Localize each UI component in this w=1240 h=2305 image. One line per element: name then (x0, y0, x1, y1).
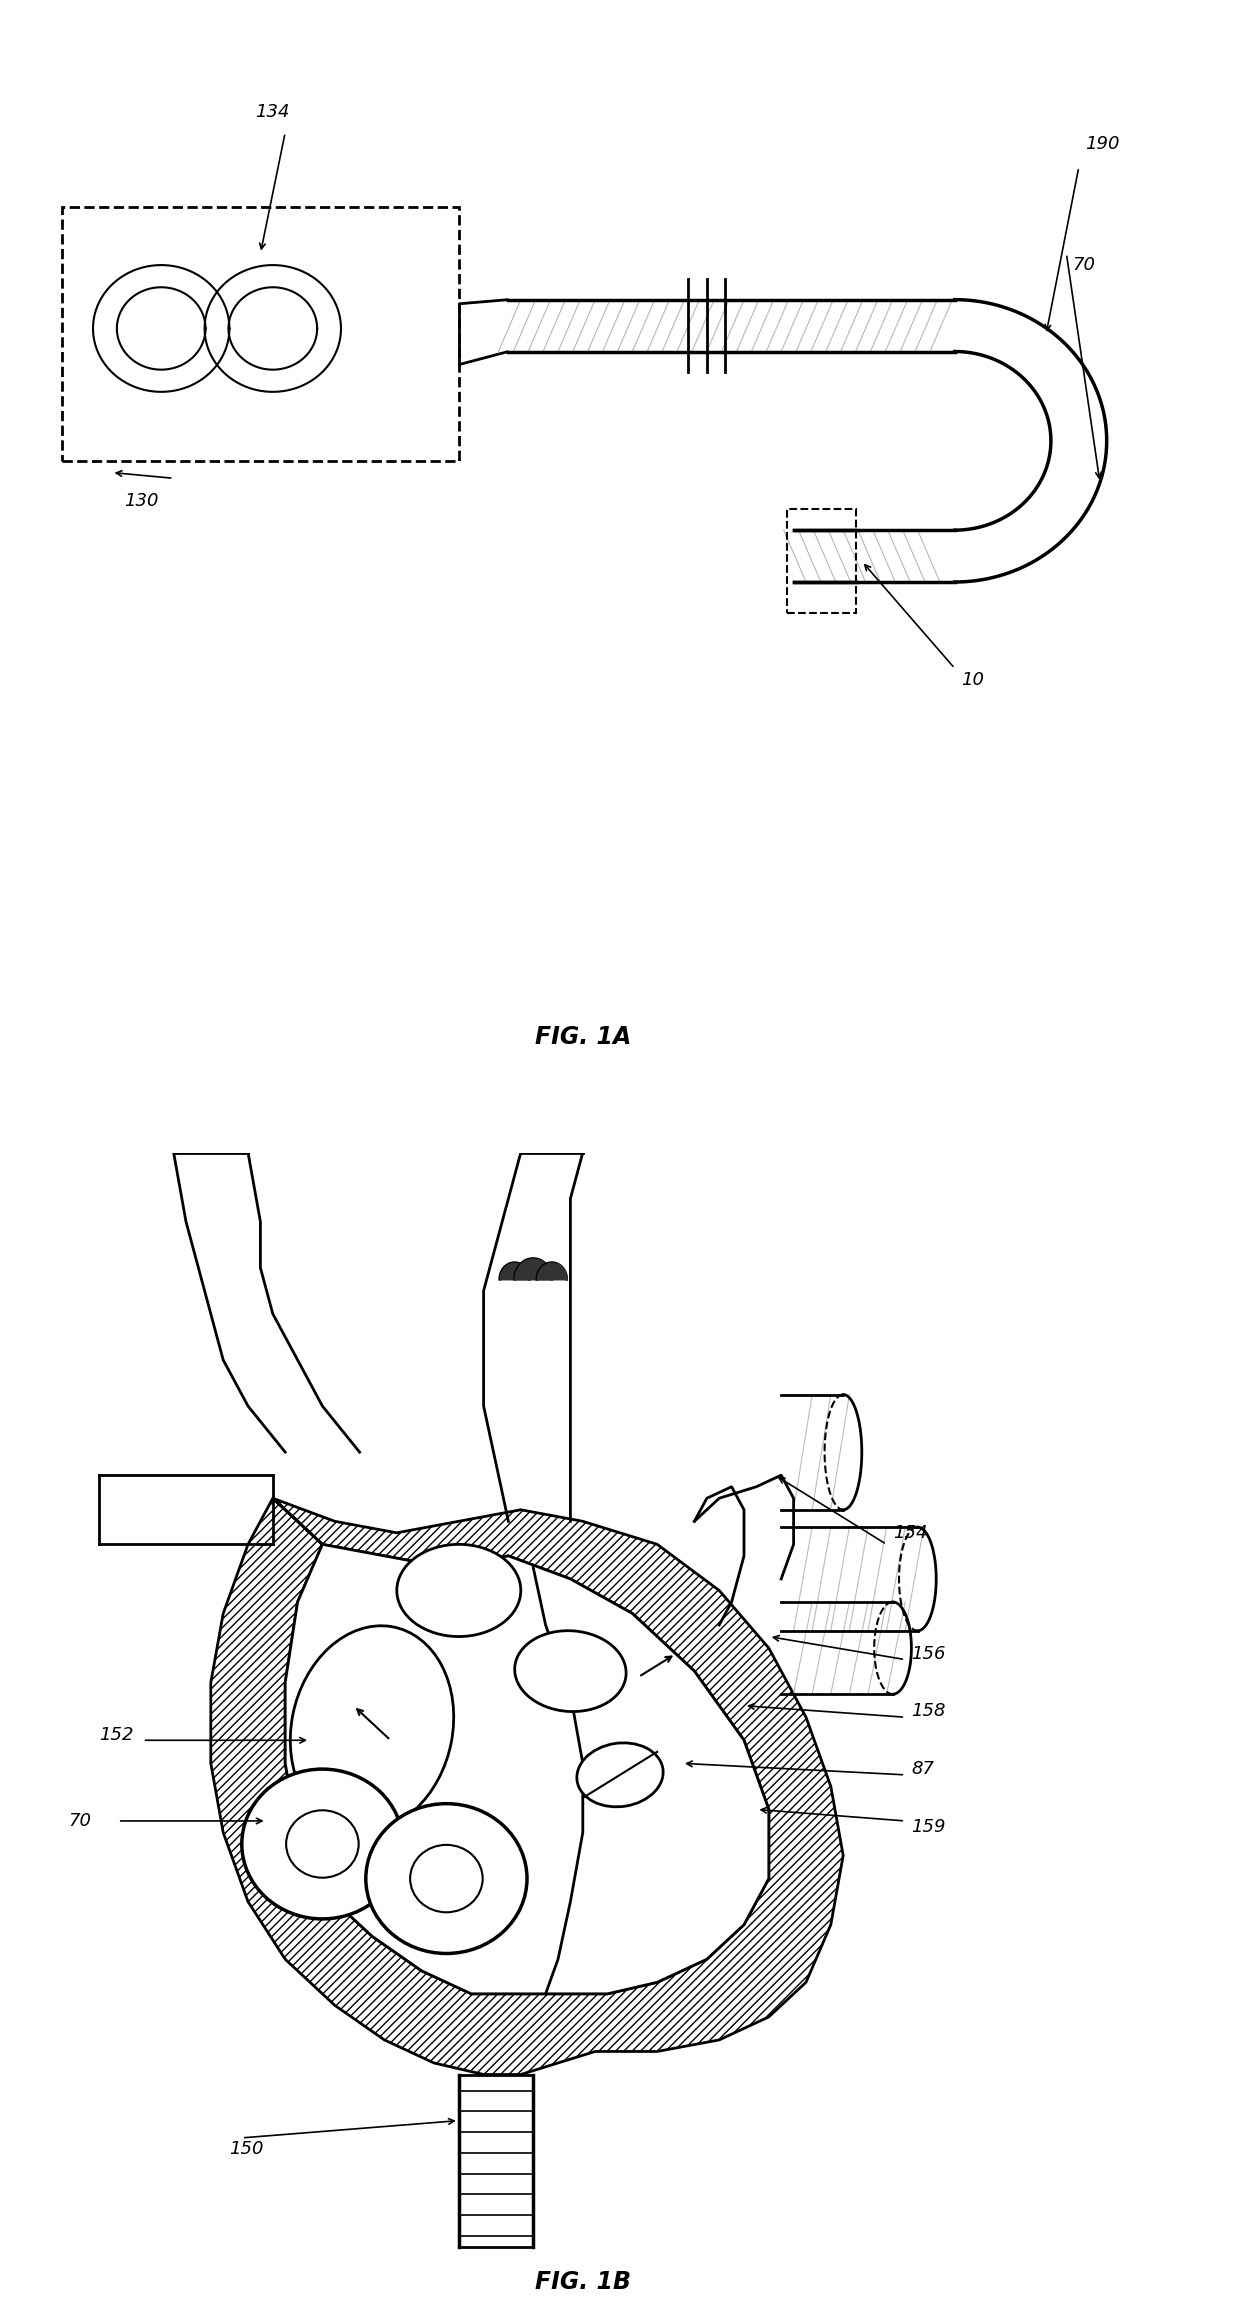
Ellipse shape (577, 1743, 663, 1807)
Text: 150: 150 (229, 2141, 264, 2157)
Text: 190: 190 (1085, 136, 1120, 152)
Text: 130: 130 (124, 493, 159, 509)
Text: 134: 134 (255, 104, 290, 120)
Circle shape (366, 1803, 527, 1955)
Ellipse shape (290, 1625, 454, 1832)
Circle shape (286, 1809, 358, 1879)
Text: 87: 87 (911, 1761, 935, 1777)
Text: 158: 158 (911, 1703, 946, 1720)
Text: 70: 70 (1073, 256, 1096, 274)
Text: 159: 159 (911, 1819, 946, 1835)
Text: FIG. 1A: FIG. 1A (534, 1026, 631, 1049)
Circle shape (242, 1770, 403, 1918)
Text: 152: 152 (99, 1726, 134, 1743)
Ellipse shape (397, 1544, 521, 1637)
Polygon shape (285, 1544, 769, 1994)
Bar (787, 509, 856, 613)
Polygon shape (211, 1498, 843, 2074)
Text: 70: 70 (68, 1812, 92, 1830)
Text: 154: 154 (893, 1524, 928, 1542)
Text: 156: 156 (911, 1646, 946, 1662)
Circle shape (410, 1844, 482, 1913)
Bar (62, 207, 459, 461)
Text: FIG. 1B: FIG. 1B (534, 2270, 631, 2293)
Text: 10: 10 (961, 671, 985, 689)
Ellipse shape (515, 1630, 626, 1713)
